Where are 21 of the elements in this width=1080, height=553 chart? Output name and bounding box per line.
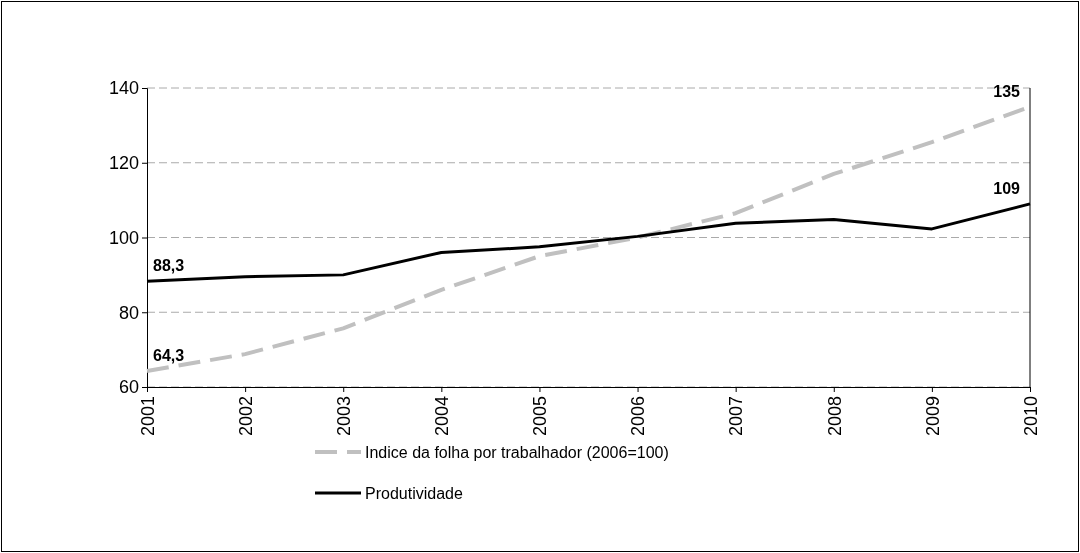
x-tick-label: 2002 (235, 396, 256, 437)
x-tick-label: 2001 (137, 396, 158, 437)
y-tick-label: 120 (108, 153, 139, 174)
y-tick-label: 100 (108, 227, 139, 248)
y-tick-label: 60 (118, 377, 139, 398)
x-tick-label: 2010 (1020, 396, 1041, 437)
x-tick-label: 2009 (922, 396, 943, 437)
x-tick-label: 2007 (726, 396, 747, 437)
data-label: 109 (993, 179, 1021, 197)
y-tick-label: 140 (108, 78, 139, 99)
legend-label: Produtividade (365, 484, 463, 502)
x-tick-label: 2006 (628, 396, 649, 437)
x-tick-label: 2005 (530, 396, 551, 437)
x-tick-label: 2003 (334, 396, 355, 437)
y-tick-label: 80 (118, 302, 139, 323)
data-label: 135 (993, 82, 1021, 100)
x-tick-label: 2008 (824, 396, 845, 437)
data-label: 88,3 (153, 257, 185, 275)
legend-label: Indice da folha por trabalhador (2006=100) (365, 443, 669, 461)
x-tick-label: 2004 (432, 396, 453, 437)
data-label: 64,3 (153, 346, 185, 364)
